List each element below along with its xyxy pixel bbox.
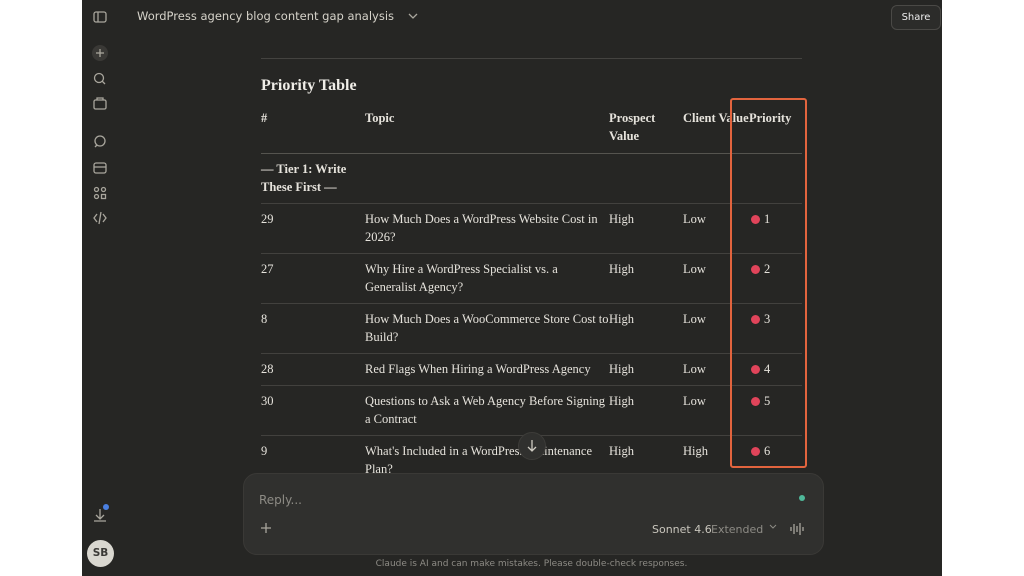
reply-placeholder[interactable]: Reply... [259,493,302,507]
table-cell: High [609,203,683,254]
divider [261,58,802,59]
column-header: Topic [365,103,609,154]
table-cell: High [609,253,683,304]
header-row: # Topic Prospect Value Client Value Priority [261,103,802,154]
composer[interactable]: Reply... Sonnet 4.6 Extended [243,473,824,555]
priority-cell: 6 [749,436,802,486]
table-row: 27 Why Hire a WordPress Specialist vs. a … [261,253,802,304]
priority-dot [751,365,760,374]
column-header: Priority [749,103,802,154]
model-mode[interactable]: Extended [711,523,764,536]
chat-title-text: WordPress agency blog content gap analys… [137,9,395,23]
app: SB WordPress agency blog content gap ana… [82,0,942,576]
priority-number: 3 [764,312,771,326]
table-row: 8 How Much Does a WooCommerce Store Cost … [261,303,802,354]
disclaimer: Claude is AI and can make mistakes. Plea… [375,559,688,569]
table-cell: Red Flags When Hiring a WordPress Agency [365,353,609,386]
chat-title[interactable]: WordPress agency blog content gap analys… [137,9,418,23]
table-cell: Questions to Ask a Web Agency Before Sig… [365,385,609,436]
table-cell: 29 [261,203,365,254]
sidebar-icons [92,11,109,522]
table-row: 28 Red Flags When Hiring a WordPress Agen… [261,353,802,386]
table-cell: High [609,385,683,436]
model-name[interactable]: Sonnet 4.6 [652,523,712,536]
table-cell: High [609,303,683,354]
table-cell: 8 [261,303,365,354]
priority-cell: 2 [749,253,802,304]
priority-cell: 1 [749,203,802,254]
chevron [769,524,777,529]
priority-dot [751,315,760,324]
table-cell: Low [683,303,749,354]
column-header: Prospect Value [609,103,683,154]
add-button[interactable] [260,522,272,534]
priority-number: 4 [764,362,771,376]
table-cell: High [609,353,683,386]
priority-table: # Topic Prospect Value Client Value Priority… [261,103,802,485]
table-cell: 27 [261,253,365,304]
column-header: # [261,103,365,154]
column-header: Client Value [683,103,749,154]
table-cell: High [683,444,708,458]
scroll-down-button[interactable] [518,432,546,460]
avatar[interactable]: SB [87,540,114,567]
priority-number: 2 [764,262,771,276]
priority-cell: 4 [749,353,802,386]
priority-dot [751,397,760,406]
table-cell: Why Hire a WordPress Specialist vs. a Ge… [365,253,609,304]
highlight-box [730,98,807,468]
table-cell: 28 [261,353,365,386]
share-button[interactable]: Share [891,5,941,30]
priority-dot [751,265,760,274]
table-cell: Low [683,353,749,386]
priority-number: 6 [764,444,771,458]
voice-button[interactable] [789,522,805,536]
table-cell: 30 [261,385,365,436]
table-cell: 9 [261,444,268,458]
table-body: — Tier 1: Write These First — 29 How Much… [261,153,802,486]
tier-label: — Tier 1: Write These First — [261,153,365,204]
table-cell: Low [683,253,749,304]
arrow-icon [527,440,537,452]
priority-number: 1 [764,212,771,226]
priority-cell: 5 [749,385,802,436]
table-heading: Priority Table [261,77,357,94]
table-cell: How Much Does a WordPress Website Cost i… [365,203,609,254]
table-row: 29 How Much Does a WordPress Website Cost… [261,203,802,254]
status-dot [799,495,805,501]
table-cell: Low [683,385,749,436]
table-row: 30 Questions to Ask a Web Agency Before S… [261,385,802,436]
table-cell: High [609,444,634,458]
priority-dot [751,447,760,456]
priority-cell: 3 [749,303,802,354]
table-cell: How Much Does a WooCommerce Store Cost t… [365,303,609,354]
priority-number: 5 [764,394,771,408]
priority-dot [751,215,760,224]
table-cell: Low [683,203,749,254]
tier-row: — Tier 1: Write These First — [261,153,802,204]
chevron [408,13,418,19]
